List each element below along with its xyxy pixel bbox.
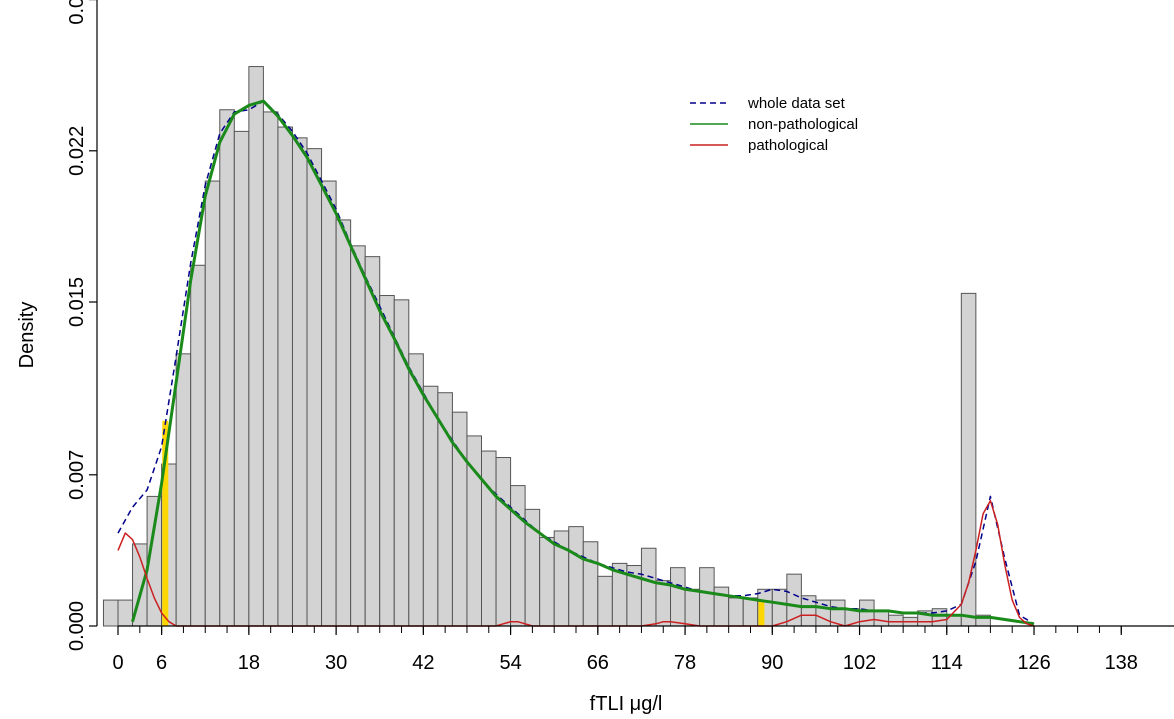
histogram-bar (350, 245, 366, 627)
histogram-bar (204, 180, 221, 627)
histogram-bar (364, 256, 381, 627)
legend-label: whole data set (747, 95, 846, 112)
y-axis-title: Density (16, 302, 38, 369)
legend-label: non-pathological (748, 116, 858, 133)
histogram-bar (597, 575, 613, 627)
histogram-bar (379, 295, 395, 627)
axes: 0.000 0.007 0.015 0.022 0.029 0 6 18 30 42 54 66 78 9… (66, 0, 1174, 674)
highlight-bar (758, 600, 765, 626)
histogram-bar (335, 219, 352, 627)
x-tick-label: 78 (674, 652, 696, 674)
histogram-bar (655, 580, 672, 627)
histogram-bar (102, 599, 119, 627)
histogram-bar (888, 614, 904, 627)
histogram-bar (495, 457, 512, 627)
histogram-bar (873, 610, 890, 627)
histogram-bar (408, 353, 424, 627)
legend: whole data set non-pathological pathologic… (690, 95, 858, 154)
histogram-bar (306, 148, 323, 627)
histogram-bar (393, 299, 410, 627)
histogram-bar (117, 599, 134, 627)
highlight-bars (162, 420, 765, 626)
highlight-bar (162, 420, 169, 626)
histogram-bar (699, 567, 715, 627)
y-tick-label: 0.015 (66, 277, 88, 327)
histogram-bar (539, 536, 555, 627)
histogram-bar (742, 597, 759, 627)
histogram-bar (684, 588, 701, 627)
histogram-bar (219, 109, 235, 627)
histogram-bar (277, 126, 293, 627)
x-tick-label: 54 (499, 652, 521, 674)
x-tick-label: 30 (325, 652, 347, 674)
histogram-bar (670, 567, 686, 627)
legend-label: pathological (748, 137, 828, 154)
histogram-bar (190, 264, 206, 627)
x-tick-label: 114 (931, 652, 963, 674)
histogram-bar (262, 111, 279, 627)
histogram-bar (582, 541, 599, 627)
histogram-bar (481, 450, 497, 627)
x-axis-title: fTLI μg/l (590, 693, 663, 715)
y-tick-label: 0.000 (66, 601, 88, 651)
y-tick-label: 0.029 (66, 0, 88, 25)
histogram-bar (640, 547, 657, 627)
y-tick-label: 0.022 (66, 126, 88, 176)
histogram-bar (321, 180, 337, 627)
histogram-bar (175, 353, 192, 627)
x-tick-label: 0 (112, 652, 123, 674)
histogram-bar (510, 485, 526, 627)
x-tick-label: 18 (238, 652, 260, 674)
x-tick-label: 42 (412, 652, 434, 674)
x-tick-label: 66 (587, 652, 609, 674)
density-curve-non-pathological (131, 99, 1035, 626)
histogram-bar (800, 595, 817, 627)
histogram-bar (960, 292, 977, 627)
y-tick-label: 0.007 (66, 450, 88, 500)
histogram-bar (422, 385, 439, 627)
x-tick-label: 6 (156, 652, 167, 674)
x-tick-label: 126 (1017, 652, 1050, 674)
histogram-bar (291, 137, 308, 627)
histogram-bar (233, 130, 250, 627)
x-tick-label: 138 (1105, 652, 1138, 674)
histogram-bar (728, 597, 744, 627)
histogram-bar (771, 588, 788, 627)
x-tick-label: 102 (843, 652, 876, 674)
x-tick-label: 90 (761, 652, 783, 674)
histogram-bar (248, 66, 264, 627)
histogram-bar (568, 526, 584, 627)
